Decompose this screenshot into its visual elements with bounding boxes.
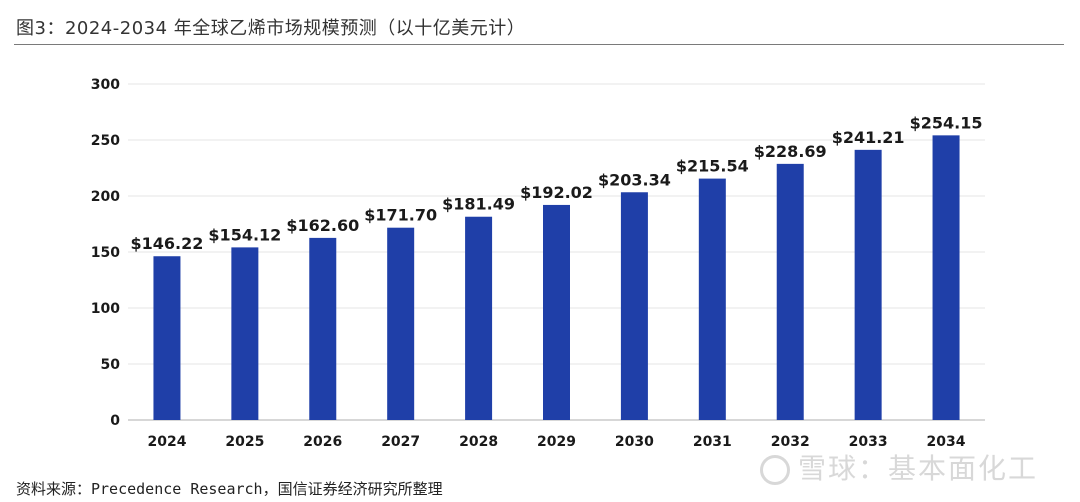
figure-title: 图3：2024-2034 年全球乙烯市场规模预测（以十亿美元计） [16,18,526,39]
bar-value-label: $215.54 [676,157,749,176]
bar-value-label: $203.34 [598,170,671,189]
bar [309,237,337,420]
bar-value-label: $162.60 [286,216,359,235]
x-tick-label: 2031 [693,434,732,450]
x-tick-label: 2027 [381,434,420,450]
bars [153,135,960,421]
bar-value-label: $192.02 [520,183,593,202]
y-tick-label: 50 [101,357,121,373]
bar-value-label: $146.22 [131,234,204,253]
y-tick-label: 150 [91,245,120,261]
x-axis-ticks: 2024 2025 2026 2027 2028 2029 2030 2031 2032 2033… [147,434,965,450]
bar-value-label: $241.21 [832,128,905,147]
x-tick-label: 2029 [537,434,576,450]
bar [465,216,493,420]
x-tick-label: 2024 [147,434,186,450]
y-axis-ticks: 0 50 100 150 200 250 300 [91,77,120,429]
x-tick-label: 2026 [303,434,342,450]
y-tick-label: 0 [110,413,120,429]
bar [932,135,960,421]
bar [387,227,415,420]
bar [543,204,570,420]
bar [854,149,882,421]
snowball-logo-icon [760,455,790,485]
bar [620,192,648,420]
bar [698,178,726,420]
y-tick-label: 300 [91,77,120,93]
bar [153,256,181,420]
watermark-text: 雪球：基本面化工 [798,452,1039,485]
y-tick-label: 200 [91,189,120,205]
bar-value-label: $254.15 [910,113,983,132]
y-tick-label: 100 [91,301,120,317]
bar [231,247,259,420]
x-tick-label: 2034 [927,434,966,450]
x-tick-label: 2033 [849,434,888,450]
watermark: 雪球：基本面化工 [760,447,1038,487]
bar [776,163,804,421]
x-tick-label: 2028 [459,434,498,450]
bar-value-label: $171.70 [364,206,437,225]
bar-value-label: $154.12 [208,225,281,244]
source-note: 资料来源：Precedence Research，国信证券经济研究所整理 [16,480,443,498]
bar-value-label: $228.69 [754,142,827,161]
y-tick-label: 250 [91,133,120,149]
bar-value-label: $181.49 [442,195,515,214]
bar-chart: 0 50 100 150 200 250 300 $146.22 $154.12 $162.60… [91,77,985,450]
x-tick-label: 2032 [771,434,810,450]
x-tick-label: 2030 [615,434,654,450]
value-labels: $146.22 $154.12 $162.60 $171.70 $181.49 $192.… [131,113,983,253]
title-divider [14,44,1064,45]
x-tick-label: 2025 [225,434,264,450]
